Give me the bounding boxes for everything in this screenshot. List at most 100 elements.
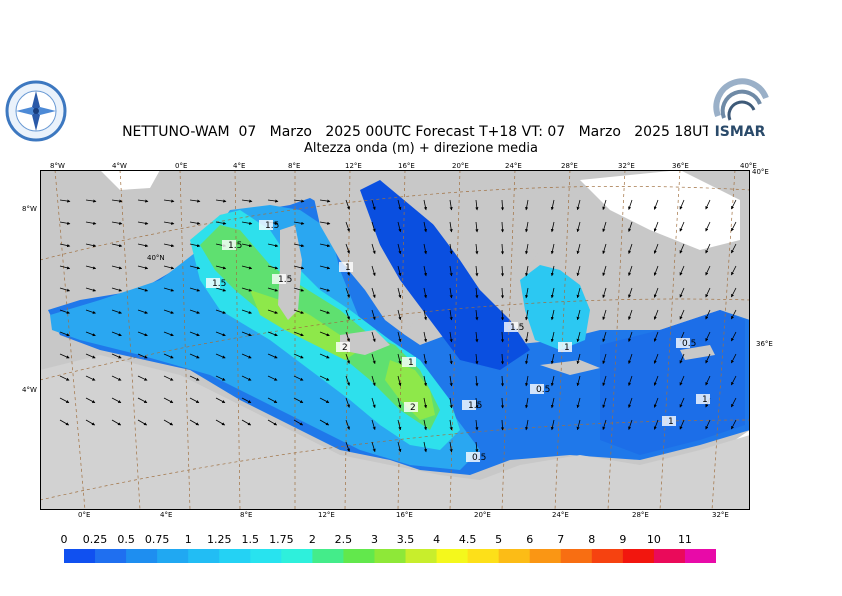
- direction-arrow: [137, 353, 148, 359]
- direction-arrow: [576, 375, 581, 387]
- direction-arrow: [628, 243, 633, 254]
- direction-arrow: [111, 353, 122, 359]
- direction-arrow: [576, 243, 581, 255]
- direction-arrow: [679, 221, 685, 232]
- direction-arrow: [628, 265, 633, 276]
- colorbar-swatch: [405, 549, 438, 563]
- direction-arrow: [423, 441, 428, 453]
- direction-arrow: [550, 331, 555, 343]
- colorbar-swatch: [157, 549, 189, 563]
- direction-arrow: [525, 353, 529, 365]
- direction-arrow: [423, 221, 428, 233]
- direction-arrow: [602, 309, 607, 321]
- direction-arrow: [602, 265, 607, 277]
- direction-arrow: [371, 441, 376, 453]
- direction-arrow: [111, 199, 123, 203]
- direction-arrow: [267, 287, 279, 292]
- colorbar-label: 8: [588, 533, 596, 546]
- direction-arrow: [731, 331, 737, 342]
- direction-arrow: [602, 287, 607, 299]
- colorbar-swatch: [436, 549, 469, 563]
- direction-arrow: [628, 309, 633, 320]
- direction-arrow: [189, 199, 201, 203]
- direction-arrow: [653, 265, 659, 276]
- direction-arrow: [550, 265, 555, 277]
- direction-arrow: [59, 309, 70, 314]
- direction-arrow: [137, 375, 148, 381]
- direction-arrow: [705, 243, 711, 254]
- direction-arrow: [241, 243, 253, 248]
- direction-arrow: [111, 221, 123, 225]
- direction-arrow: [163, 265, 175, 270]
- contour-label: 1.5: [265, 221, 279, 231]
- direction-arrow: [215, 287, 227, 292]
- direction-arrow: [628, 287, 633, 298]
- colorbar-swatch: [343, 549, 375, 563]
- sea-yellowgreen: [250, 290, 360, 360]
- direction-arrow: [293, 397, 304, 404]
- direction-arrow: [525, 397, 529, 409]
- direction-arrow: [59, 353, 70, 359]
- direction-arrow: [163, 419, 174, 426]
- direction-arrow: [475, 265, 479, 277]
- direction-arrow: [423, 375, 428, 387]
- direction-arrow: [215, 221, 227, 225]
- direction-arrow: [576, 265, 581, 277]
- direction-arrow: [345, 419, 350, 430]
- direction-arrow: [449, 243, 453, 255]
- direction-arrow: [475, 243, 479, 255]
- direction-arrow: [293, 309, 304, 314]
- direction-arrow: [500, 265, 505, 277]
- direction-arrow: [215, 199, 227, 203]
- direction-arrow: [345, 375, 350, 386]
- ismar-logo-text: ISMAR: [715, 124, 766, 140]
- direction-arrow: [397, 353, 402, 365]
- direction-arrow: [628, 419, 633, 430]
- direction-arrow: [215, 397, 226, 404]
- direction-arrow: [423, 353, 428, 365]
- direction-arrow: [111, 331, 122, 337]
- direction-arrow: [550, 221, 555, 233]
- colorbar-swatch: [653, 549, 686, 563]
- direction-arrow: [59, 375, 70, 381]
- direction-arrow: [679, 353, 685, 364]
- direction-arrow: [475, 199, 479, 211]
- direction-arrow: [550, 287, 555, 299]
- colorbar-labels: 0 0.25 0.5 0.75 1 1.25 1.5 1.75 2 2.5 3 3.5 4 4.5 5 6 7 8…: [0, 533, 842, 549]
- direction-arrow: [293, 287, 305, 292]
- direction-arrow: [525, 375, 529, 387]
- direction-arrow: [85, 397, 96, 404]
- direction-arrow: [215, 309, 226, 314]
- direction-arrow: [576, 287, 581, 299]
- direction-arrow: [371, 375, 376, 387]
- direction-arrow: [85, 287, 97, 292]
- direction-arrow: [653, 397, 659, 408]
- direction-arrow: [163, 375, 174, 381]
- direction-arrow: [319, 419, 330, 426]
- direction-arrow: [293, 243, 305, 248]
- direction-arrow: [653, 287, 659, 298]
- direction-arrow: [163, 309, 174, 314]
- direction-arrow: [319, 199, 331, 203]
- direction-arrow: [189, 243, 201, 248]
- direction-arrow: [293, 419, 304, 426]
- contour-label: 2: [410, 403, 416, 413]
- direction-arrow: [397, 375, 402, 387]
- direction-arrow: [267, 309, 278, 314]
- direction-arrow: [293, 375, 304, 381]
- direction-arrow: [653, 309, 659, 320]
- direction-arrow: [500, 331, 505, 343]
- direction-arrow: [371, 353, 376, 365]
- direction-arrow: [241, 287, 253, 292]
- direction-arrow: [731, 221, 737, 232]
- direction-arrow: [345, 441, 350, 452]
- direction-arrow: [731, 353, 737, 364]
- direction-arrow: [371, 265, 376, 277]
- direction-arrow: [215, 353, 226, 359]
- direction-arrow: [85, 265, 97, 270]
- direction-arrow: [602, 331, 607, 343]
- direction-arrow: [449, 221, 453, 233]
- direction-arrow: [137, 243, 149, 248]
- direction-arrow: [731, 375, 737, 386]
- direction-arrow: [241, 309, 252, 314]
